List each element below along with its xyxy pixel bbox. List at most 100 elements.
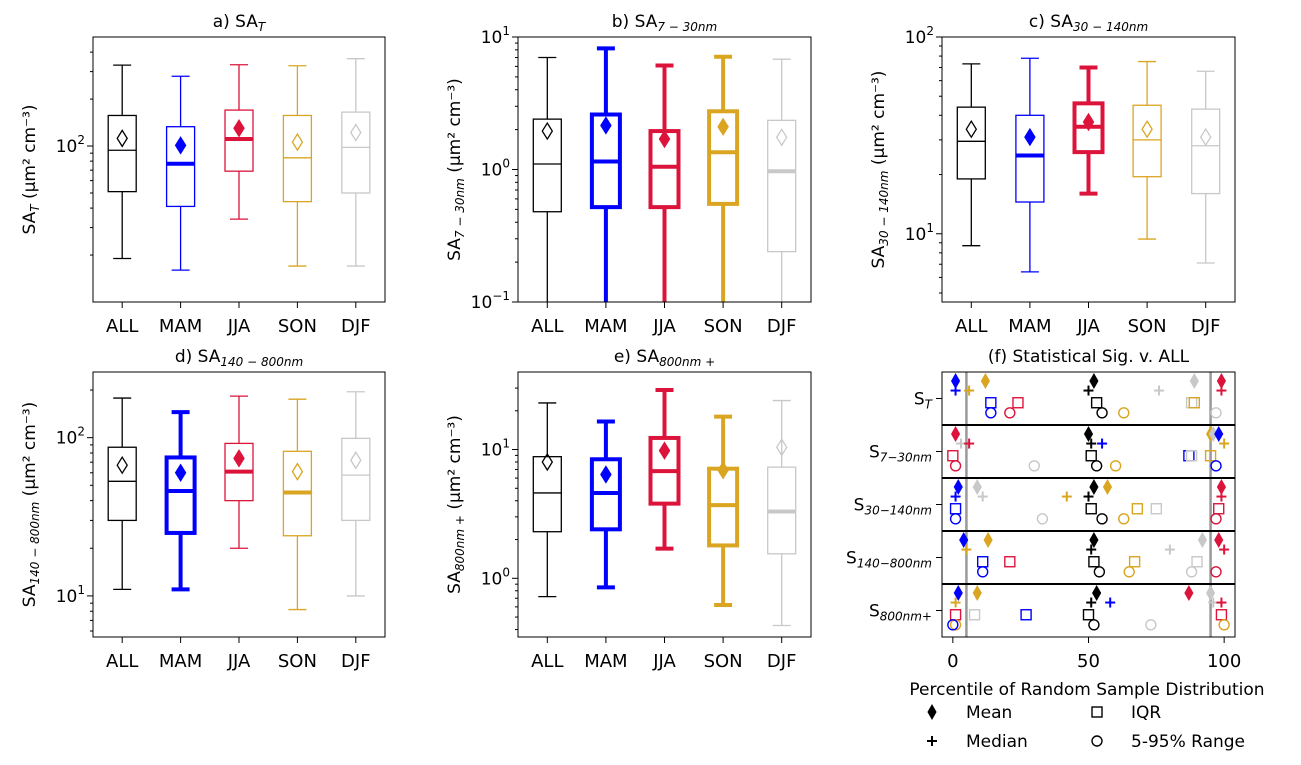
- iqr-marker: [1020, 609, 1032, 621]
- iqr-marker: [968, 609, 981, 621]
- range-marker: [1185, 566, 1198, 578]
- mean-marker: [174, 136, 187, 155]
- x-tick-label: MAM: [159, 316, 202, 337]
- iqr-marker: [1185, 450, 1198, 462]
- y-tick-label: 101: [481, 24, 510, 48]
- box-MAM: [589, 46, 622, 302]
- mean-marker: [291, 132, 304, 152]
- y-label-main: SA: [20, 584, 40, 607]
- y-label-main: SA: [445, 238, 465, 261]
- row-label-main: S: [869, 602, 880, 622]
- mean-marker: [1089, 373, 1099, 390]
- mean-marker: [965, 119, 978, 139]
- box-iqr: [282, 114, 313, 203]
- y-label-unit: (μm² cm⁻³): [445, 78, 465, 178]
- y-tick-label: 101: [481, 437, 510, 461]
- x-axis-label: Percentile of Random Sample Distribution: [909, 680, 1264, 700]
- iqr-marker: [1185, 397, 1198, 409]
- range-marker: [976, 566, 989, 578]
- panel-f: (f) Statistical Sig. v. ALLSTS7−30nmS30−…: [846, 347, 1265, 700]
- y-tick-exponent: 1: [77, 583, 85, 597]
- axes-frame: [92, 36, 386, 303]
- mean-marker: [950, 426, 961, 443]
- row-label-main: S: [846, 549, 857, 569]
- mean-marker: [350, 451, 362, 470]
- mean-marker: [775, 438, 788, 457]
- panel-title-main: c) SA: [1029, 12, 1073, 32]
- box-DJF: [767, 58, 797, 302]
- box-ALL: [532, 56, 562, 302]
- iqr-marker: [1091, 706, 1103, 718]
- median-marker: [1097, 438, 1108, 449]
- row-label: S30−140nm: [854, 496, 932, 518]
- row-label-main: S: [914, 390, 925, 410]
- x-tick-label: SON: [704, 651, 743, 672]
- x-tick-label: ALL: [106, 316, 138, 337]
- box-iqr: [956, 106, 986, 180]
- iqr-marker: [947, 450, 959, 462]
- mean-marker: [1082, 112, 1095, 132]
- row-label-subscript: T: [925, 398, 934, 412]
- row-label-subscript: 140−800nm: [857, 557, 932, 571]
- row-label-main: S: [869, 443, 880, 463]
- x-tick-label: ALL: [531, 316, 563, 337]
- box-iqr: [341, 111, 371, 194]
- row-label-subscript: 800nm+: [880, 610, 932, 624]
- panel-title-main: e) SA: [614, 347, 660, 367]
- median-marker: [927, 736, 937, 746]
- y-tick-exponent: −1: [492, 289, 510, 303]
- y-tick-base: 10: [56, 137, 78, 157]
- legend-label: Mean: [966, 703, 1012, 723]
- median-marker: [1083, 491, 1094, 502]
- iqr-marker: [985, 397, 997, 409]
- x-tick-label: JJA: [227, 651, 251, 672]
- mean-marker: [983, 532, 993, 549]
- y-tick-base: 10: [56, 429, 78, 449]
- range-marker: [985, 407, 997, 419]
- iqr-marker: [1088, 556, 1100, 568]
- mean-marker: [1184, 585, 1194, 602]
- mean-marker: [233, 449, 245, 468]
- box-JJA: [648, 63, 681, 302]
- median-marker: [1219, 438, 1230, 449]
- mean-marker: [541, 121, 554, 141]
- range-marker: [1096, 513, 1108, 525]
- box-ALL: [956, 63, 986, 247]
- x-tick-label: DJF: [1191, 316, 1221, 337]
- y-tick-label: 102: [905, 24, 934, 48]
- median-marker: [1086, 544, 1097, 555]
- axes-frame: [92, 371, 386, 638]
- y-tick-label: 101: [905, 221, 934, 245]
- mean-marker: [1199, 127, 1212, 147]
- mean-marker: [972, 479, 982, 496]
- median-marker: [1216, 385, 1227, 396]
- box-JJA: [224, 64, 254, 220]
- iqr-marker: [1128, 556, 1141, 568]
- axes-frame: [941, 371, 1236, 638]
- range-marker: [1123, 566, 1135, 578]
- iqr-marker: [1188, 397, 1201, 409]
- y-label-main: SA: [20, 211, 40, 234]
- mean-marker: [953, 585, 963, 602]
- iqr-marker: [1204, 450, 1217, 462]
- box-iqr: [341, 437, 371, 522]
- range-marker: [1028, 460, 1040, 472]
- y-label-unit: (μm² cm⁻³): [20, 104, 40, 204]
- mean-marker: [1024, 127, 1036, 147]
- y-tick-base: 10: [481, 28, 503, 48]
- mean-marker: [959, 532, 969, 549]
- box-DJF: [341, 58, 371, 267]
- x-tick-label: MAM: [1008, 316, 1051, 337]
- panel-title: (f) Statistical Sig. v. ALL: [988, 347, 1190, 367]
- legend-label: Median: [966, 732, 1028, 752]
- y-tick-label: 102: [56, 425, 85, 449]
- box-ALL: [532, 402, 562, 598]
- mean-marker: [717, 117, 729, 137]
- range-marker: [1090, 460, 1103, 472]
- median-marker: [1216, 597, 1227, 608]
- mean-marker: [953, 479, 963, 496]
- y-tick-exponent: 0: [502, 157, 510, 171]
